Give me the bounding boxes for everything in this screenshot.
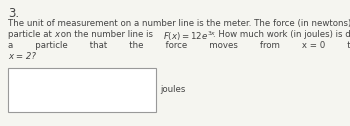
Text: x: x: [54, 30, 59, 39]
Text: x = 2?: x = 2?: [8, 52, 36, 61]
Text: joules: joules: [160, 86, 186, 94]
Text: . How much work (in joules) is done on: . How much work (in joules) is done on: [213, 30, 350, 39]
Text: $F(x) = 12e^{3x}$: $F(x) = 12e^{3x}$: [163, 30, 217, 43]
Text: on the number line is: on the number line is: [58, 30, 156, 39]
Text: a        particle        that        the        force        moves        from  : a particle that the force moves from: [8, 41, 350, 50]
Bar: [8, 68, 156, 112]
Text: The unit of measurement on a number line is the meter. The force (in newtons) on: The unit of measurement on a number line…: [8, 19, 350, 28]
Text: 3.: 3.: [8, 7, 19, 20]
Text: particle at: particle at: [8, 30, 55, 39]
